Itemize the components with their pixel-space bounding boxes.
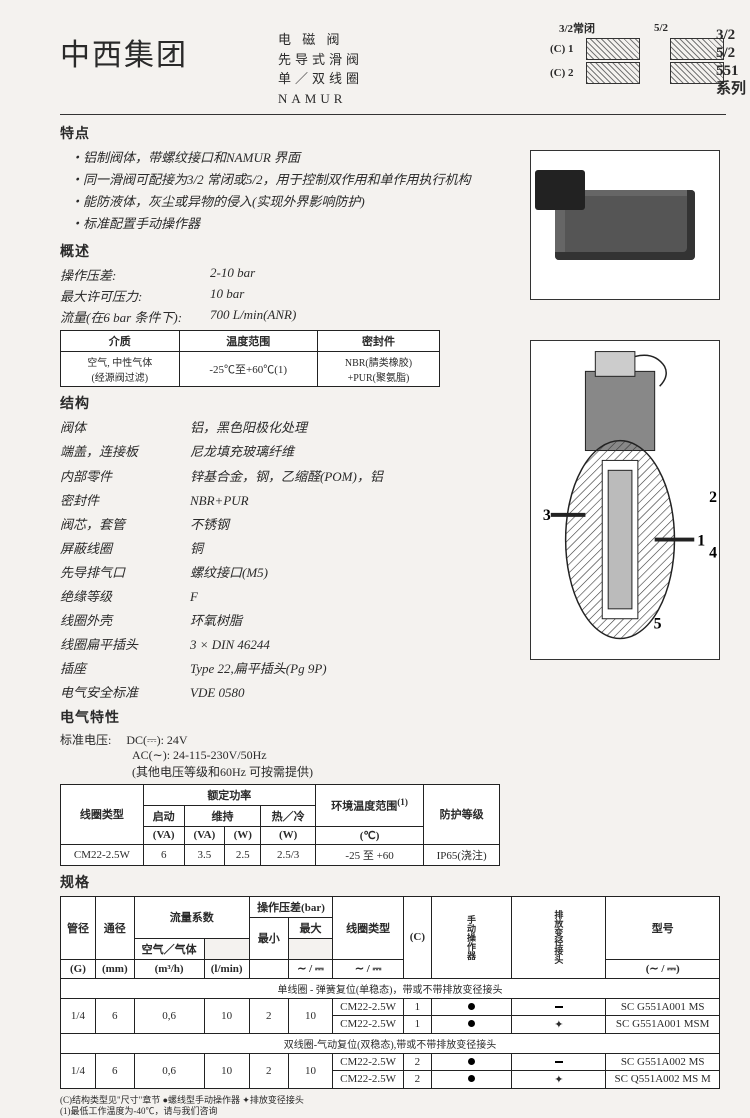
schem-label-52: 5/2 <box>634 22 688 34</box>
voltage-ac: AC(∼): 24-115-230V/50Hz <box>132 748 267 762</box>
valve-photo-icon <box>555 190 695 260</box>
header-mid-line: NAMUR <box>278 89 363 109</box>
header-mid-line: 电 磁 阀 <box>278 30 363 50</box>
overview-key: 操作压差: <box>60 265 210 284</box>
overview-key: 流量(在6 bar 条件下): <box>60 307 210 326</box>
code-line: 系列 <box>716 80 746 98</box>
footnotes: (C)结构类型见"尺寸"章节 ●螺线型手动操作器 ✦排放变径接头 (1)最低工作… <box>60 1095 726 1118</box>
port-label-3: 3 <box>543 507 551 524</box>
port-label-1: 1 <box>697 533 705 550</box>
features-title: 特点 <box>60 123 726 143</box>
footnote-line: (1)最低工作温度为-40℃，请与我们咨询 <box>60 1106 726 1118</box>
media-td: -25℃至+60℃(1) <box>179 352 317 387</box>
media-td: 空气, 中性气体 (经源阀过滤) <box>61 352 180 387</box>
media-td: NBR(腈类橡胶) +PUR(聚氨脂) <box>317 352 439 387</box>
coil-table: 线圈类型 额定功率 环境温度范围(1) 防护等级 启动 维持 热／冷 (VA) … <box>60 784 500 866</box>
media-th: 温度范围 <box>179 331 317 352</box>
voltage-dc: DC(⎓): 24V <box>126 733 187 747</box>
dot-icon <box>468 1075 475 1082</box>
product-photo <box>530 150 720 300</box>
schem-row2-label: (C) 2 <box>550 67 584 79</box>
code-line: 551 <box>716 62 746 80</box>
schematic-icon <box>586 62 640 84</box>
schem-row1-label: (C) 1 <box>550 43 584 55</box>
header-codes: 3/2 5/2 551 系列 <box>716 26 746 98</box>
header-schematic: 3/2常闭 5/2 (C) 1 (C) 2 <box>550 20 726 86</box>
dash-icon <box>555 1061 563 1063</box>
header-mid-line: 先导式滑阀 <box>278 50 363 70</box>
electrical-title: 电气特性 <box>60 707 726 727</box>
port-label-5: 5 <box>654 616 662 633</box>
header-separator <box>60 114 726 115</box>
media-th: 介质 <box>61 331 180 352</box>
schematic-icon <box>586 38 640 60</box>
port-label-4: 4 <box>709 544 717 561</box>
company-name: 中西集团 <box>60 30 188 74</box>
footnote-line: (C)结构类型见"尺寸"章节 ●螺线型手动操作器 ✦排放变径接头 <box>60 1095 726 1107</box>
specs-title: 规格 <box>60 872 726 892</box>
media-table: 介质 温度范围 密封件 空气, 中性气体 (经源阀过滤) -25℃至+60℃(1… <box>60 330 440 387</box>
dot-icon <box>468 1003 475 1010</box>
voltage-note: (其他电压等级和60Hz 可按需提供) <box>132 765 313 779</box>
dash-icon <box>555 1006 563 1008</box>
overview-val: 10 bar <box>210 286 244 305</box>
overview-key: 最大许可压力: <box>60 286 210 305</box>
code-line: 3/2 <box>716 26 746 44</box>
header-mid-line: 单／双线圈 <box>278 69 363 89</box>
std-voltage-label: 标准电压: <box>60 733 111 747</box>
dot-icon <box>468 1020 475 1027</box>
overview-val: 2-10 bar <box>210 265 255 284</box>
media-th: 密封件 <box>317 331 439 352</box>
port-label-2: 2 <box>709 489 717 506</box>
electrical-block: 标准电压: DC(⎓): 24V AC(∼): 24-115-230V/50Hz… <box>60 731 726 780</box>
schem-label-32: 3/2常闭 <box>550 20 604 36</box>
header-mid: 电 磁 阀 先导式滑阀 单／双线圈 NAMUR <box>278 30 363 108</box>
code-line: 5/2 <box>716 44 746 62</box>
cutaway-diagram: 3 1 2 4 5 <box>530 340 720 660</box>
spec-table: 管径 通径 流量系数 操作压差(bar) 线圈类型 (C) 手动操作器 排放变径… <box>60 896 720 1089</box>
dot-icon <box>468 1058 475 1065</box>
overview-val: 700 L/min(ANR) <box>210 307 296 326</box>
